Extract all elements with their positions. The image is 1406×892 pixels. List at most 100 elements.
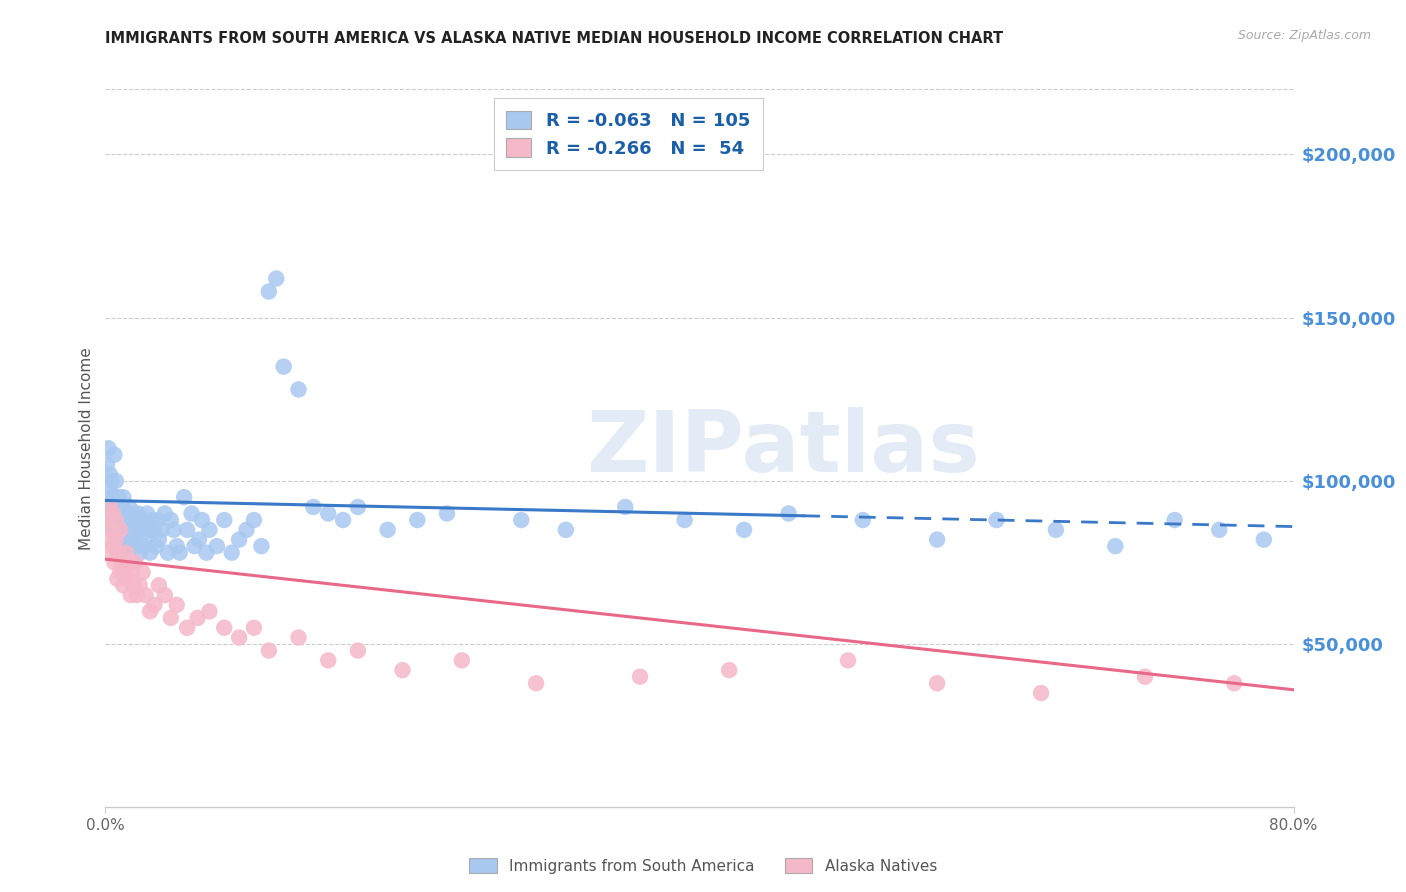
Point [120, 588, 142, 602]
Point [214, 513, 236, 527]
Point [124, 556, 146, 570]
Point [98, 546, 121, 560]
Text: ZIPatlas: ZIPatlas [586, 407, 980, 490]
Point [132, 539, 155, 553]
Point [927, 676, 949, 690]
Point [1253, 533, 1275, 547]
Point [110, 513, 132, 527]
Point [98, 490, 121, 504]
Point [195, 546, 218, 560]
Point [103, 448, 125, 462]
Point [131, 513, 153, 527]
Point [143, 523, 166, 537]
Point [103, 556, 125, 570]
Point [257, 643, 280, 657]
Point [287, 631, 309, 645]
Point [191, 513, 214, 527]
Point [406, 513, 429, 527]
Point [1029, 686, 1052, 700]
Point [1133, 670, 1156, 684]
Point [986, 513, 1008, 527]
Point [718, 663, 741, 677]
Point [391, 663, 413, 677]
Point [122, 533, 145, 547]
Point [141, 513, 163, 527]
Point [524, 676, 547, 690]
Point [205, 539, 228, 553]
Point [1164, 513, 1187, 527]
Point [114, 513, 136, 527]
Point [110, 539, 132, 553]
Point [510, 513, 533, 527]
Point [1045, 523, 1067, 537]
Point [188, 533, 211, 547]
Point [112, 523, 135, 537]
Point [347, 500, 370, 514]
Point [97, 533, 120, 547]
Point [235, 523, 257, 537]
Point [243, 513, 266, 527]
Legend: R = -0.063   N = 105, R = -0.266   N =  54: R = -0.063 N = 105, R = -0.266 N = 54 [494, 98, 763, 170]
Point [778, 507, 800, 521]
Point [115, 546, 138, 560]
Point [114, 546, 136, 560]
Point [125, 523, 148, 537]
Point [100, 523, 122, 537]
Point [1104, 539, 1126, 553]
Point [163, 523, 186, 537]
Point [104, 533, 127, 547]
Point [153, 507, 176, 521]
Point [120, 513, 142, 527]
Point [117, 513, 139, 527]
Point [264, 271, 287, 285]
Point [450, 653, 472, 667]
Point [111, 500, 134, 514]
Point [125, 588, 148, 602]
Point [257, 285, 280, 299]
Point [120, 539, 142, 553]
Point [108, 523, 131, 537]
Point [118, 556, 141, 570]
Point [159, 513, 181, 527]
Point [138, 523, 160, 537]
Point [186, 611, 208, 625]
Point [332, 513, 354, 527]
Point [103, 513, 125, 527]
Point [101, 507, 124, 521]
Point [100, 474, 122, 488]
Point [228, 533, 250, 547]
Point [614, 500, 637, 514]
Point [228, 631, 250, 645]
Point [198, 523, 221, 537]
Point [121, 523, 143, 537]
Point [145, 539, 167, 553]
Point [100, 513, 122, 527]
Point [273, 359, 295, 374]
Point [673, 513, 696, 527]
Point [122, 578, 145, 592]
Point [316, 507, 339, 521]
Y-axis label: Median Household Income: Median Household Income [79, 347, 94, 549]
Text: IMMIGRANTS FROM SOUTH AMERICA VS ALASKA NATIVE MEDIAN HOUSEHOLD INCOME CORRELATI: IMMIGRANTS FROM SOUTH AMERICA VS ALASKA … [105, 31, 1004, 46]
Point [127, 507, 149, 521]
Point [110, 507, 132, 521]
Point [852, 513, 875, 527]
Point [139, 546, 162, 560]
Point [121, 566, 143, 580]
Point [114, 566, 136, 580]
Point [287, 383, 309, 397]
Point [118, 500, 141, 514]
Point [377, 523, 399, 537]
Point [143, 598, 166, 612]
Point [927, 533, 949, 547]
Point [221, 546, 243, 560]
Point [166, 539, 188, 553]
Point [176, 523, 198, 537]
Legend: Immigrants from South America, Alaska Natives: Immigrants from South America, Alaska Na… [463, 852, 943, 880]
Point [97, 480, 120, 494]
Point [115, 533, 138, 547]
Point [105, 546, 128, 560]
Point [214, 621, 236, 635]
Point [176, 621, 198, 635]
Point [136, 507, 159, 521]
